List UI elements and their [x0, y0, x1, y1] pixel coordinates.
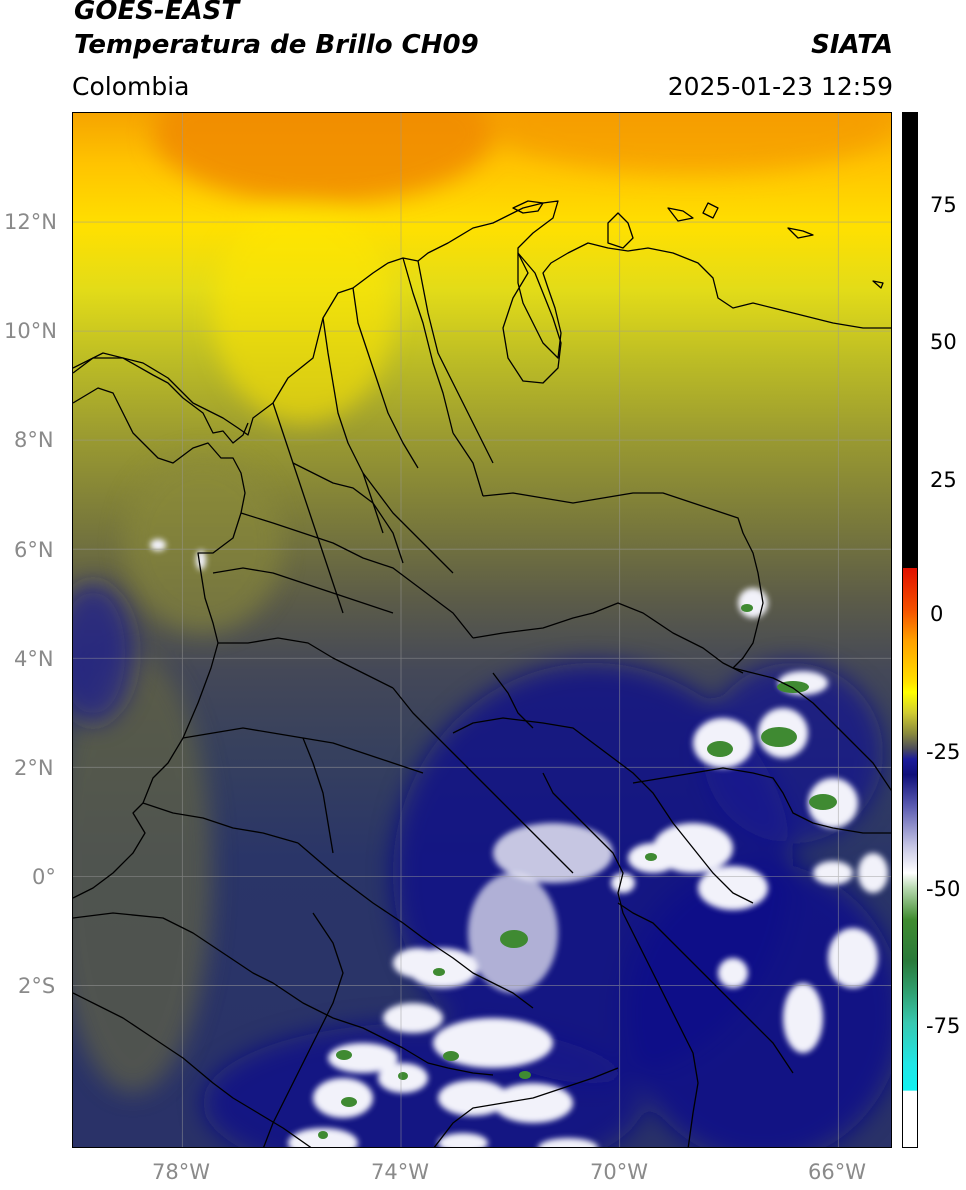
- lat-tick-0: 0°: [32, 865, 56, 889]
- lat-tick-8N: 8°N: [14, 428, 54, 452]
- product-title: Temperatura de Brillo CH09: [74, 30, 479, 60]
- lon-tick-78W: 78°W: [152, 1160, 210, 1184]
- satellite-map: [72, 112, 892, 1148]
- lon-tick-66W: 66°W: [808, 1160, 866, 1184]
- region-label: Colombia: [72, 72, 190, 101]
- lon-tick-74W: 74°W: [371, 1160, 429, 1184]
- coldest-cores: [318, 604, 837, 1139]
- warm-band: [153, 113, 891, 423]
- colorbar-label-neg25: -25: [926, 740, 961, 764]
- lon-tick-70W: 70°W: [590, 1160, 648, 1184]
- lat-tick-2S: 2°S: [18, 974, 56, 998]
- lat-tick-10N: 10°N: [4, 319, 57, 343]
- agency-label: SIATA: [811, 30, 893, 60]
- temperature-colorbar: [902, 112, 918, 1148]
- western-olive-area: [73, 453, 283, 1093]
- satellite-title: GOES-EAST: [74, 0, 240, 26]
- colorbar-label-50: 50: [930, 330, 957, 354]
- coastlines-borders: [73, 200, 891, 1147]
- datetime-label: 2025-01-23 12:59: [667, 72, 893, 101]
- lat-tick-6N: 6°N: [14, 538, 54, 562]
- lat-tick-12N: 12°N: [4, 210, 57, 234]
- lat-tick-2N: 2°N: [14, 756, 54, 780]
- colorbar-label-25: 25: [930, 468, 957, 492]
- colorbar-label-75: 75: [930, 193, 957, 217]
- colorbar-label-neg50: -50: [926, 877, 961, 901]
- colorbar-label-neg75: -75: [926, 1014, 961, 1038]
- map-gridlines: [73, 113, 891, 1147]
- lat-tick-4N: 4°N: [14, 647, 54, 671]
- map-overlay: [73, 113, 891, 1147]
- colorbar-label-0: 0: [930, 602, 944, 626]
